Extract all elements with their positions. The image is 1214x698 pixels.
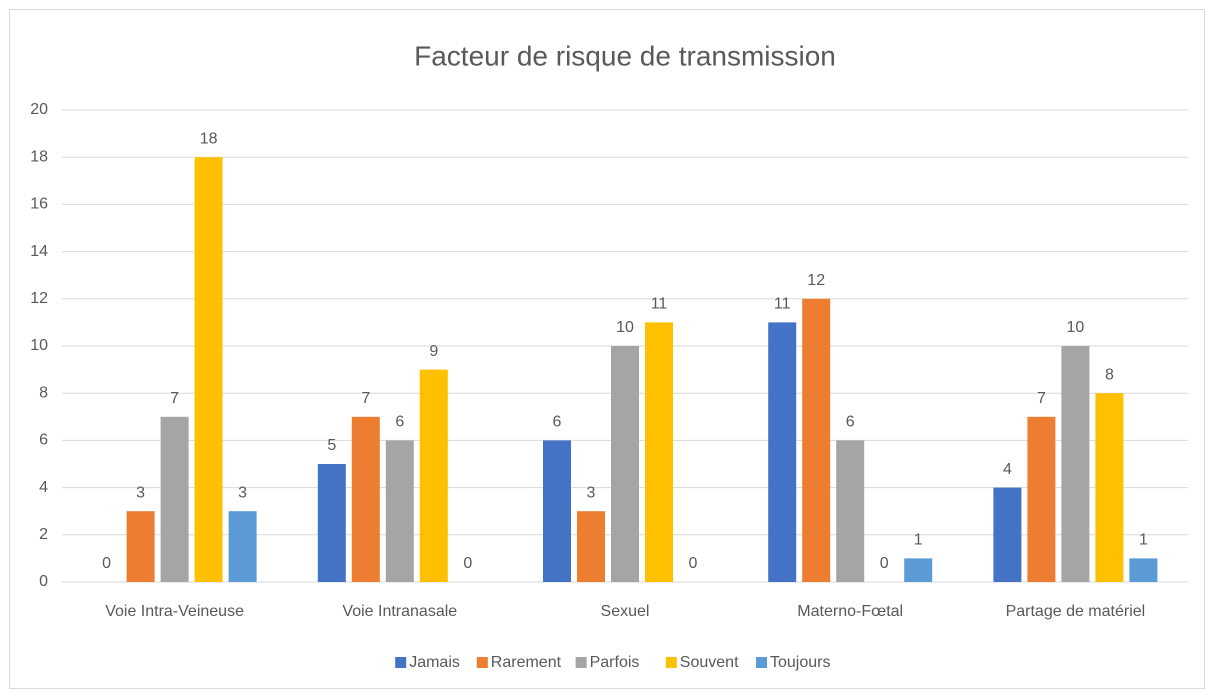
legend-swatch bbox=[665, 657, 677, 668]
bar bbox=[160, 416, 189, 582]
bar bbox=[645, 322, 673, 582]
value-label: 9 bbox=[429, 343, 438, 360]
bar bbox=[836, 440, 865, 582]
bar bbox=[802, 298, 831, 582]
bar bbox=[1095, 393, 1124, 582]
x-tick-label: Voie Intranasale bbox=[342, 603, 457, 620]
value-label: 7 bbox=[361, 390, 370, 407]
bar bbox=[1129, 558, 1158, 582]
x-tick-label: Partage de matériel bbox=[1006, 603, 1146, 620]
bar bbox=[611, 346, 639, 582]
y-tick-label: 8 bbox=[39, 384, 48, 401]
chart-title: Facteur de risque de transmission bbox=[414, 40, 836, 71]
legend-label: Parfois bbox=[590, 654, 640, 671]
value-label: 6 bbox=[553, 414, 562, 431]
legend-swatch bbox=[476, 657, 488, 668]
y-tick-label: 20 bbox=[30, 101, 48, 118]
bar bbox=[126, 511, 155, 582]
value-label: 3 bbox=[587, 484, 596, 501]
value-label: 11 bbox=[651, 296, 668, 313]
value-label: 3 bbox=[136, 484, 145, 501]
bar bbox=[385, 440, 414, 582]
y-tick-label: 14 bbox=[30, 243, 48, 260]
bar bbox=[419, 369, 448, 582]
y-tick-label: 0 bbox=[39, 573, 48, 590]
y-tick-label: 6 bbox=[39, 432, 48, 449]
bar bbox=[993, 487, 1022, 582]
value-label: 11 bbox=[774, 296, 791, 313]
value-label: 4 bbox=[1003, 461, 1012, 478]
value-label: 12 bbox=[807, 272, 825, 289]
bar bbox=[351, 416, 380, 582]
legend-label: Souvent bbox=[680, 654, 739, 671]
value-label: 1 bbox=[1139, 532, 1148, 549]
y-tick-label: 16 bbox=[30, 196, 48, 213]
chart-border bbox=[9, 9, 1205, 689]
x-tick-label: Sexuel bbox=[601, 603, 650, 620]
value-label: 0 bbox=[463, 555, 472, 572]
legend-label: Jamais bbox=[409, 654, 460, 671]
legend-swatch bbox=[395, 657, 407, 668]
bar bbox=[194, 157, 223, 582]
legend-swatch bbox=[575, 657, 587, 668]
value-label: 7 bbox=[170, 390, 179, 407]
value-label: 6 bbox=[395, 414, 404, 431]
value-label: 0 bbox=[880, 555, 889, 572]
value-label: 8 bbox=[1105, 366, 1114, 383]
value-label: 7 bbox=[1037, 390, 1046, 407]
bar bbox=[543, 440, 571, 582]
bar bbox=[768, 322, 797, 582]
legend-label: Toujours bbox=[770, 654, 830, 671]
legend-label: Rarement bbox=[491, 654, 562, 671]
y-tick-label: 12 bbox=[30, 290, 48, 307]
bar bbox=[577, 511, 605, 582]
x-tick-label: Voie Intra-Veineuse bbox=[105, 603, 244, 620]
bar bbox=[317, 464, 346, 582]
value-label: 1 bbox=[914, 532, 923, 549]
value-label: 6 bbox=[846, 414, 855, 431]
y-tick-label: 2 bbox=[39, 526, 48, 543]
bar bbox=[904, 558, 933, 582]
y-tick-label: 4 bbox=[39, 479, 48, 496]
bar bbox=[228, 511, 257, 582]
value-label: 5 bbox=[327, 437, 336, 454]
x-tick-label: Materno-Fœtal bbox=[797, 603, 903, 620]
value-label: 18 bbox=[200, 130, 218, 147]
value-label: 10 bbox=[1067, 319, 1085, 336]
value-label: 0 bbox=[102, 555, 111, 572]
bar bbox=[1061, 346, 1090, 582]
y-tick-label: 18 bbox=[30, 148, 48, 165]
legend-swatch bbox=[756, 657, 767, 668]
value-label: 3 bbox=[238, 484, 247, 501]
bar bbox=[1027, 416, 1056, 582]
value-label: 10 bbox=[616, 319, 634, 336]
y-tick-label: 10 bbox=[30, 337, 48, 354]
value-label: 0 bbox=[689, 555, 698, 572]
